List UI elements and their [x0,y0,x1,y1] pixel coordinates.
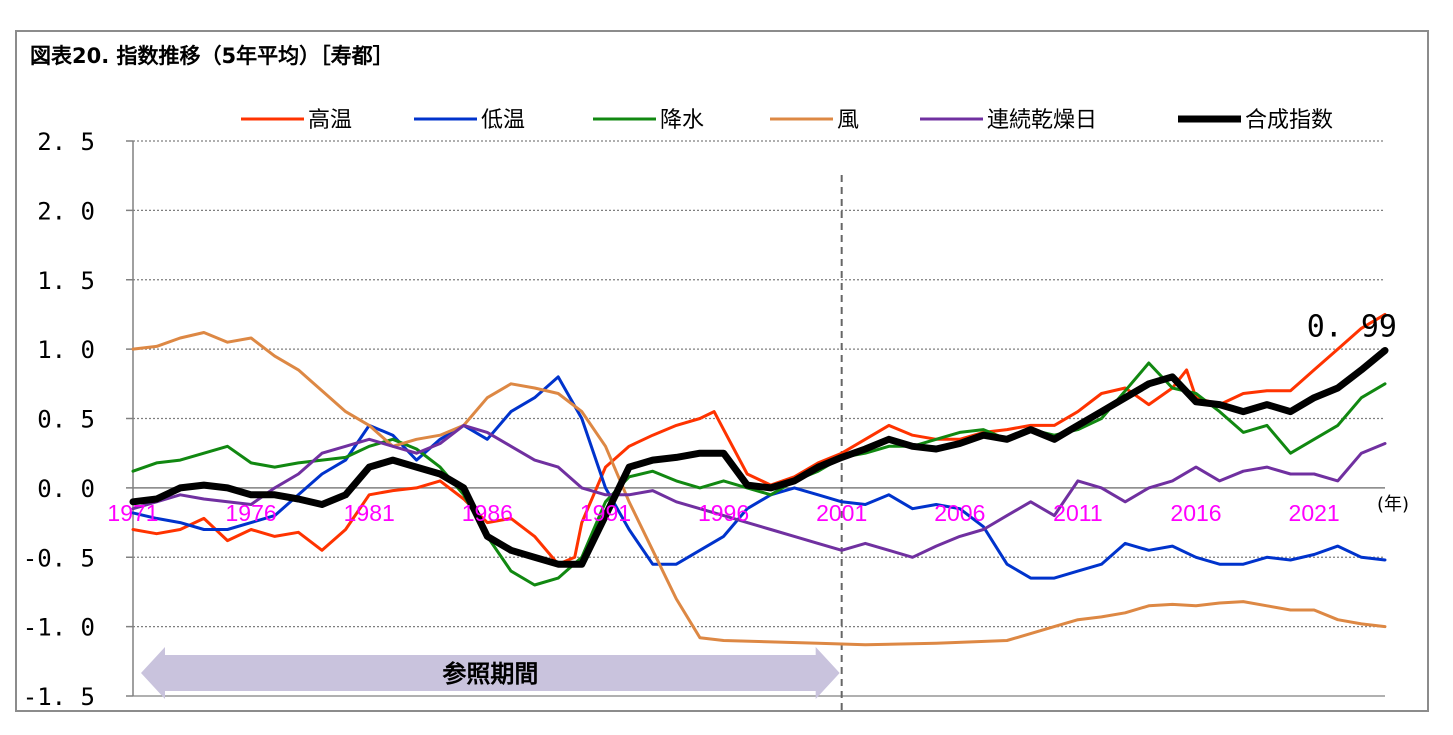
series-line-降水 [131,361,1387,587]
series-line-高温 [131,312,1387,566]
legend: 高温 低温 降水 風 連続乾燥日 合成指数 [241,108,1333,133]
y-tick-label: -0. 5 [23,544,95,572]
legend-label-風: 風 [837,108,859,133]
y-tick-label: 0. 0 [37,475,95,503]
x-tick-label: 1971 [107,500,158,526]
tick-labels: 2. 5 2. 0 1. 5 1. 0 0. 5 0. 0 -0. 5 -1. 0 -1. 5 1… [23,128,1409,711]
y-tick-label: 1. 5 [37,267,95,295]
x-tick-label: 2001 [816,500,867,526]
x-tick-label: 1981 [344,500,395,526]
x-tick-label: 1996 [698,500,749,526]
y-tick-label: -1. 0 [23,614,95,642]
series-line-合成指数 [129,347,1389,568]
x-tick-label: 2016 [1170,500,1221,526]
series-line-風 [131,331,1387,647]
series-lines [129,312,1389,647]
legend-label-低温: 低温 [481,108,525,133]
reference-period-label: 参照期間 [442,660,538,688]
y-tick-label: 2. 5 [37,128,95,156]
y-tick-label: -1. 5 [23,683,95,711]
x-tick-label: 1976 [226,500,277,526]
x-tick-label: 2011 [1053,500,1102,526]
x-tick-label: 1991 [580,500,631,526]
y-tick-label: 2. 0 [37,197,95,225]
x-tick-label: 2006 [934,500,985,526]
y-tick-label: 1. 0 [37,336,95,364]
x-tick-label: 2021 [1289,500,1340,526]
x-tick-label: 1986 [462,500,513,526]
legend-label-連続乾燥日: 連続乾燥日 [987,108,1097,133]
series-line-低温 [131,375,1387,580]
series-line-連続乾燥日 [131,423,1387,559]
chart-frame [15,30,1429,712]
x-unit-label: (年) [1377,494,1409,515]
reference-period-arrow [141,647,840,699]
y-tick-label: 0. 5 [37,406,95,434]
legend-label-降水: 降水 [660,108,704,133]
legend-label-高温: 高温 [308,108,352,133]
gridlines [133,140,1385,628]
final-value-annotation: 0. 99 [1307,310,1397,345]
reference-period: 参照期間 [141,647,840,699]
legend-label-合成指数: 合成指数 [1245,108,1333,133]
chart-title: 図表20. 指数推移（5年平均）［寿都］ [30,44,394,68]
